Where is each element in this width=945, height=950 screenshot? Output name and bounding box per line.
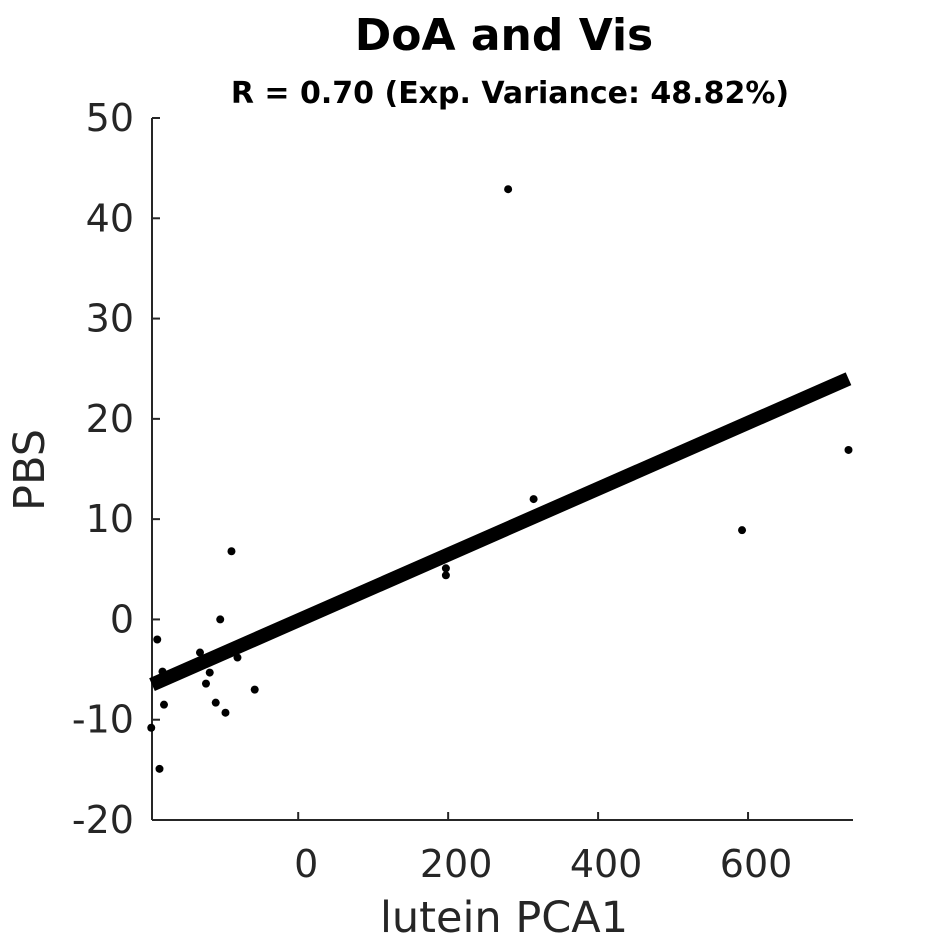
data-point [441,564,450,573]
y-axis-label: PBS [5,429,55,511]
data-point [738,526,747,535]
y-tick-label: 30 [86,297,134,341]
data-point [205,668,214,677]
y-tick-label: 40 [86,196,134,240]
data-point [153,635,162,644]
data-point [158,667,167,676]
chart-title: DoA and Vis [355,10,654,61]
data-point [211,698,220,707]
x-tick-label: 400 [570,842,643,886]
y-tick-label: -20 [72,798,134,842]
data-point [221,708,230,717]
y-tick-label: 0 [110,597,134,641]
data-point [201,679,210,688]
fit-line-group [149,372,852,692]
data-point [441,571,450,580]
data-point [159,700,168,709]
y-tick-label: -10 [72,698,134,742]
y-tick-label: 20 [86,397,134,441]
data-point [227,547,236,556]
data-point [147,723,156,732]
data-point [155,764,164,773]
data-point [216,615,225,624]
regression-line [149,372,852,692]
data-point [844,445,853,454]
x-tick-label: 600 [720,842,793,886]
x-tick-label: 200 [420,842,493,886]
axes: -20 -10 0 10 20 30 40 50 0 200 400 600 [72,96,853,886]
x-tick-label: 0 [294,842,318,886]
y-tick-label: 50 [86,96,134,140]
data-point [195,648,204,657]
data-points [147,185,853,773]
chart-subtitle: R = 0.70 (Exp. Variance: 48.82%) [231,76,789,111]
data-point [504,185,513,194]
data-point [233,653,242,662]
x-axis-label: lutein PCA1 [380,893,628,943]
data-point [529,495,538,504]
y-tick-label: 10 [86,497,134,541]
data-point [250,685,259,694]
